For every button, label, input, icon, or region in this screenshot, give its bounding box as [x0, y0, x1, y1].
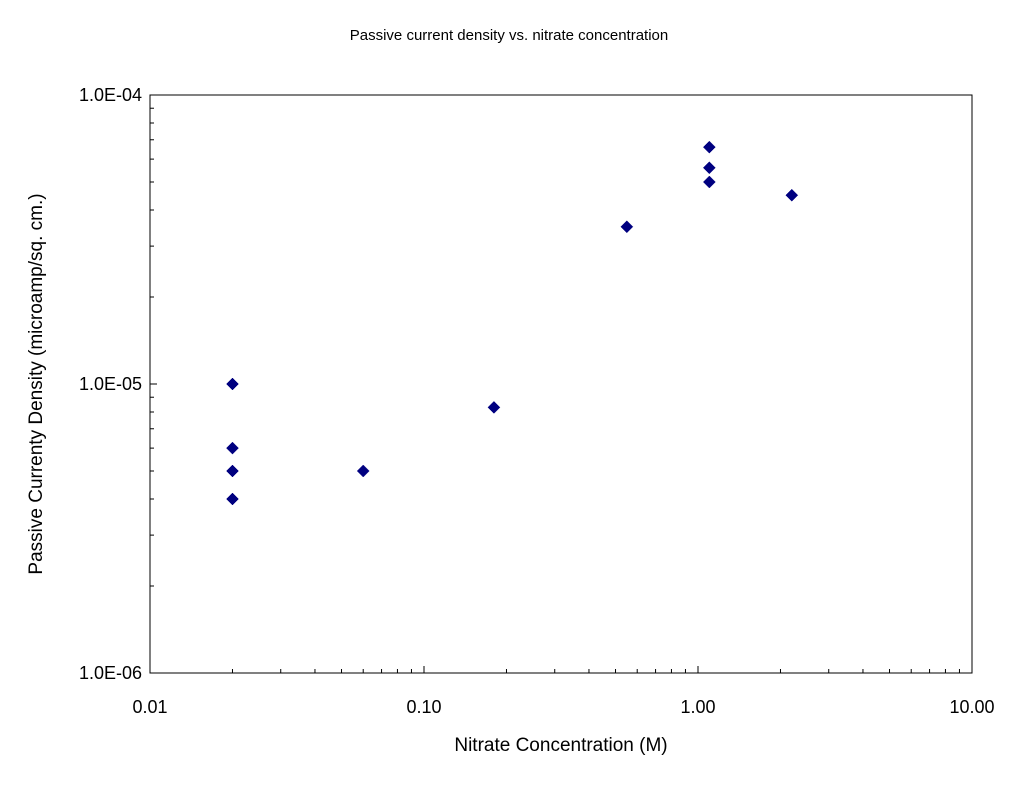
- data-point: [702, 175, 716, 189]
- y-tick-label: 1.0E-06: [79, 663, 142, 683]
- data-point: [356, 464, 370, 478]
- data-point: [702, 140, 716, 154]
- axes: 0.01 0.10 1.00 10.00 1.0E-06 1.0E-05 1.0E-04: [79, 85, 995, 717]
- data-point: [226, 441, 239, 455]
- data-point: [226, 377, 239, 391]
- x-tick-label: 0.01: [132, 697, 167, 717]
- data-point: [620, 220, 634, 234]
- data-point: [226, 464, 239, 478]
- data-point: [226, 492, 239, 506]
- data-points: [226, 140, 799, 506]
- x-tick-label: 0.10: [406, 697, 441, 717]
- plot-area: [149, 94, 973, 674]
- y-tick-label: 1.0E-05: [79, 374, 142, 394]
- x-tick-label: 1.00: [680, 697, 715, 717]
- y-axis-label: Passive Currenty Density (microamp/sq. c…: [26, 193, 47, 574]
- chart-title: Passive current density vs. nitrate conc…: [350, 27, 669, 44]
- data-point: [487, 401, 501, 414]
- x-axis-label: Nitrate Concentration (M): [454, 735, 667, 756]
- data-point: [702, 161, 716, 175]
- data-point: [785, 188, 799, 202]
- x-tick-label: 10.00: [949, 697, 994, 717]
- y-tick-label: 1.0E-04: [79, 85, 142, 105]
